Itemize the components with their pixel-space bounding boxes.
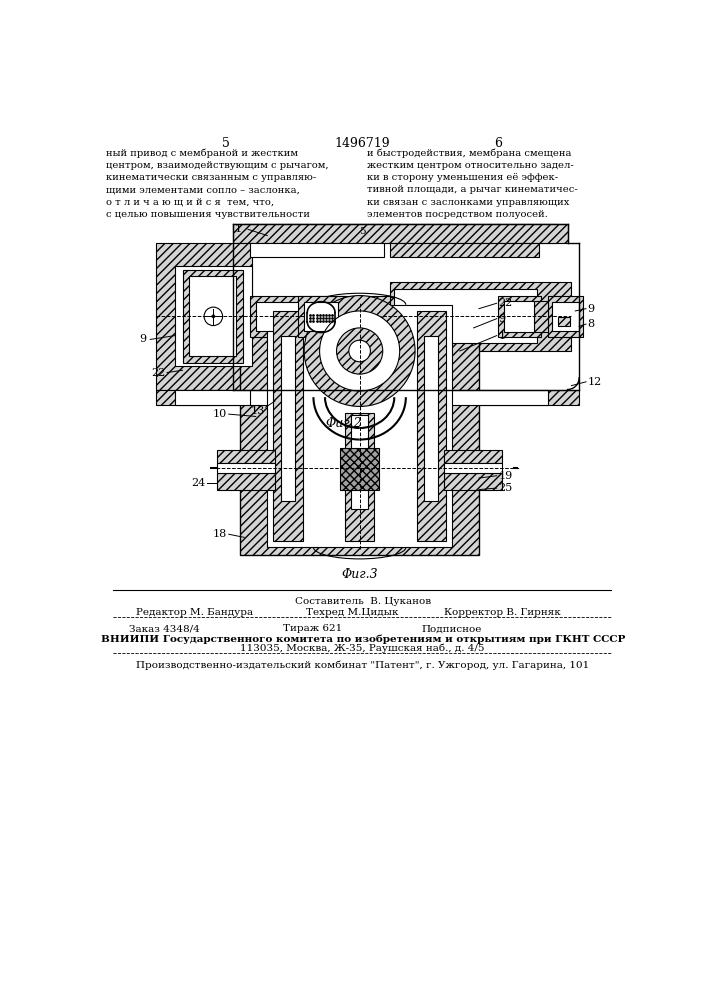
Text: 12: 12	[588, 377, 602, 387]
Circle shape	[320, 311, 399, 391]
Bar	[395, 389, 549, 405]
Bar	[390, 282, 571, 351]
Bar	[534, 301, 547, 332]
Circle shape	[204, 307, 223, 326]
Text: Φиг.2: Φиг.2	[326, 417, 363, 430]
Text: 22: 22	[498, 298, 513, 308]
Circle shape	[349, 340, 370, 362]
Text: 19: 19	[498, 471, 513, 481]
Text: Тираж 621: Тираж 621	[283, 624, 342, 633]
Bar	[244, 224, 556, 243]
Bar	[504, 301, 534, 332]
Text: 10: 10	[213, 409, 227, 419]
Text: 113035, Москва, Ж-35, Раушская наб., д. 4/5: 113035, Москва, Ж-35, Раушская наб., д. …	[240, 644, 485, 653]
Text: Φиг.3: Φиг.3	[341, 568, 378, 581]
Text: Техред М.Цидык: Техред М.Цидык	[305, 608, 398, 617]
Bar	[298, 296, 344, 337]
Text: и быстродействия, мембрана смещена
жестким центром относительно задел-
ки в стор: и быстродействия, мембрана смещена жестк…	[368, 148, 578, 219]
Text: 25: 25	[498, 483, 513, 493]
Text: 8: 8	[588, 319, 595, 329]
Bar	[351, 415, 368, 509]
Bar	[250, 243, 385, 257]
Text: 13: 13	[251, 406, 265, 416]
Bar	[559, 317, 570, 326]
Text: 24: 24	[192, 478, 206, 488]
Text: 9: 9	[498, 314, 506, 324]
Bar	[233, 224, 568, 229]
Text: Редактор М. Бандура: Редактор М. Бандура	[136, 608, 254, 617]
Text: 1: 1	[235, 224, 242, 234]
Text: 18: 18	[213, 529, 227, 539]
Bar	[444, 450, 502, 463]
Bar	[267, 305, 452, 547]
Bar	[175, 389, 252, 405]
Bar	[416, 311, 446, 541]
Text: 1496719: 1496719	[335, 137, 390, 150]
Bar	[156, 389, 579, 405]
Text: 1: 1	[498, 331, 506, 341]
Bar	[274, 311, 303, 541]
Bar	[281, 336, 295, 501]
Bar	[156, 243, 252, 389]
Text: ВНИИПИ Государственного комитета по изобретениям и открытиям при ГКНТ СССР: ВНИИПИ Государственного комитета по изоб…	[100, 634, 625, 644]
Bar	[233, 224, 568, 243]
Bar	[444, 473, 502, 490]
Bar	[250, 389, 390, 405]
Bar	[189, 276, 236, 356]
Text: 22: 22	[151, 368, 165, 378]
Bar	[390, 243, 539, 257]
Text: Составитель  В. Цуканов: Составитель В. Цуканов	[295, 597, 431, 606]
Bar	[340, 448, 379, 490]
Bar	[256, 302, 385, 331]
Text: Производственно-издательский комбинат "Патент", г. Ужгород, ул. Гагарина, 101: Производственно-издательский комбинат "П…	[136, 661, 590, 670]
Text: Корректор В. Гирняк: Корректор В. Гирняк	[444, 608, 561, 617]
Bar	[175, 266, 252, 366]
Text: 5: 5	[223, 137, 230, 150]
Bar	[552, 302, 579, 331]
Text: 5: 5	[359, 227, 366, 236]
Text: 9: 9	[588, 304, 595, 314]
Bar	[345, 413, 374, 541]
Text: Подписное: Подписное	[421, 624, 481, 633]
Bar	[395, 289, 537, 343]
Bar	[424, 336, 438, 501]
Bar	[217, 450, 275, 463]
Text: ный привод с мембраной и жестким
центром, взаимодействующим с рычагом,
кинематич: ный привод с мембраной и жестким центром…	[105, 148, 328, 219]
Circle shape	[304, 296, 415, 406]
Bar	[217, 463, 275, 473]
Bar	[217, 473, 275, 490]
Bar	[240, 297, 479, 555]
Bar	[549, 296, 583, 337]
Text: Заказ 4348/4: Заказ 4348/4	[129, 624, 199, 633]
Bar	[498, 296, 541, 337]
Circle shape	[337, 328, 382, 374]
Bar	[304, 302, 338, 331]
Bar	[250, 296, 390, 337]
Bar	[444, 463, 502, 473]
Bar	[182, 270, 243, 363]
Circle shape	[212, 315, 215, 318]
Text: 6: 6	[494, 137, 502, 150]
Text: 9: 9	[139, 334, 146, 344]
